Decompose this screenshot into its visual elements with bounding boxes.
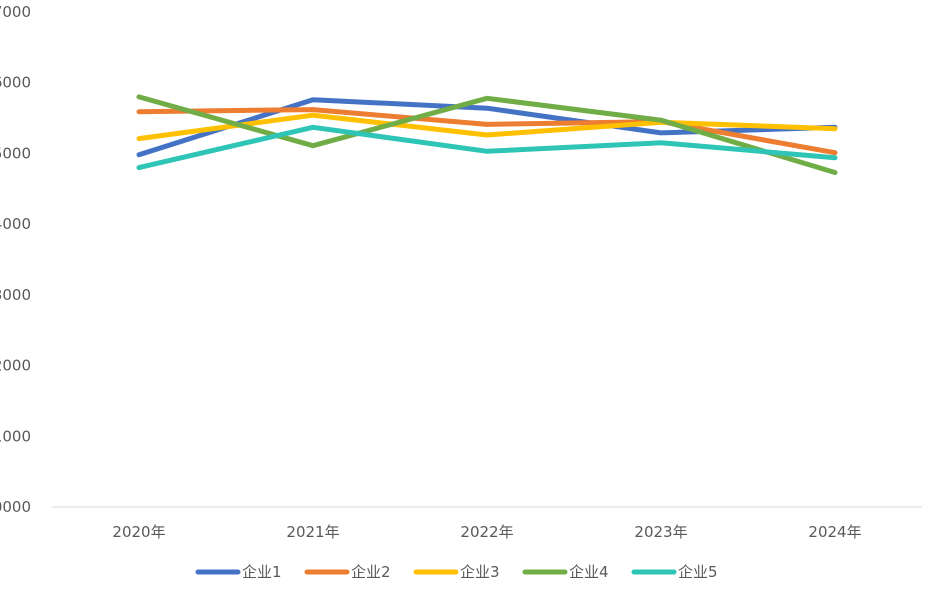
x-tick-label: 2024年 [808, 523, 861, 541]
x-tick-label: 2021年 [286, 523, 339, 541]
x-axis-tick-labels: 2020年 2021年 2022年 2023年 2024年 [112, 523, 861, 541]
y-tick-label: 7000 [0, 3, 31, 21]
x-tick-label: 2020年 [112, 523, 165, 541]
legend-label: 企业5 [678, 563, 718, 581]
y-tick-label: 5000 [0, 144, 31, 162]
y-tick-label: 1000 [0, 427, 31, 445]
legend-label: 企业4 [569, 563, 609, 581]
series-line-2 [136, 107, 838, 156]
series-line-4 [136, 94, 838, 175]
y-tick-label: 2000 [0, 357, 31, 375]
y-tick-label: 6000 [0, 74, 31, 92]
legend-label: 企业1 [242, 563, 282, 581]
y-tick-label: 4000 [0, 215, 31, 233]
legend: 企业1 企业2 企业3 企业4 企业5 [195, 563, 718, 581]
series-line-5 [136, 124, 838, 171]
legend-label: 企业2 [351, 563, 391, 581]
x-tick-label: 2022年 [460, 523, 513, 541]
legend-label: 企业3 [460, 563, 500, 581]
x-tick-label: 2023年 [634, 523, 687, 541]
series-line-3 [136, 112, 838, 142]
y-tick-label: 3000 [0, 286, 31, 304]
series-lines [136, 94, 838, 175]
